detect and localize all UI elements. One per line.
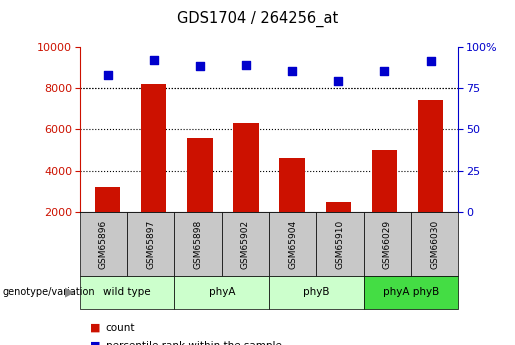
Point	[149, 57, 158, 62]
Text: phyA phyB: phyA phyB	[383, 287, 439, 297]
Text: GSM65904: GSM65904	[288, 219, 297, 269]
Text: GSM66029: GSM66029	[383, 219, 392, 269]
Text: count: count	[106, 323, 135, 333]
Text: GSM66030: GSM66030	[430, 219, 439, 269]
Bar	[372, 150, 397, 212]
Text: phyB: phyB	[303, 287, 330, 297]
Point	[381, 69, 389, 74]
Text: genotype/variation: genotype/variation	[3, 287, 95, 297]
Bar	[418, 100, 443, 212]
Bar	[325, 202, 351, 212]
Text: GSM65896: GSM65896	[99, 219, 108, 269]
Text: wild type: wild type	[104, 287, 151, 297]
Point	[426, 59, 435, 64]
Text: GSM65902: GSM65902	[241, 219, 250, 269]
Text: ■: ■	[90, 341, 100, 345]
Point	[242, 62, 250, 68]
Bar	[233, 123, 259, 212]
Point	[196, 64, 204, 69]
Text: GSM65910: GSM65910	[336, 219, 345, 269]
Point	[334, 79, 342, 84]
Point	[104, 72, 112, 78]
Text: GDS1704 / 264256_at: GDS1704 / 264256_at	[177, 10, 338, 27]
Text: ▶: ▶	[65, 286, 74, 299]
Bar	[95, 187, 120, 212]
Bar	[187, 138, 213, 212]
Point	[288, 69, 296, 74]
Bar	[280, 158, 305, 212]
Text: ■: ■	[90, 323, 100, 333]
Text: percentile rank within the sample: percentile rank within the sample	[106, 341, 282, 345]
Bar	[141, 84, 166, 212]
Text: phyA: phyA	[209, 287, 235, 297]
Text: GSM65897: GSM65897	[146, 219, 156, 269]
Text: GSM65898: GSM65898	[194, 219, 202, 269]
